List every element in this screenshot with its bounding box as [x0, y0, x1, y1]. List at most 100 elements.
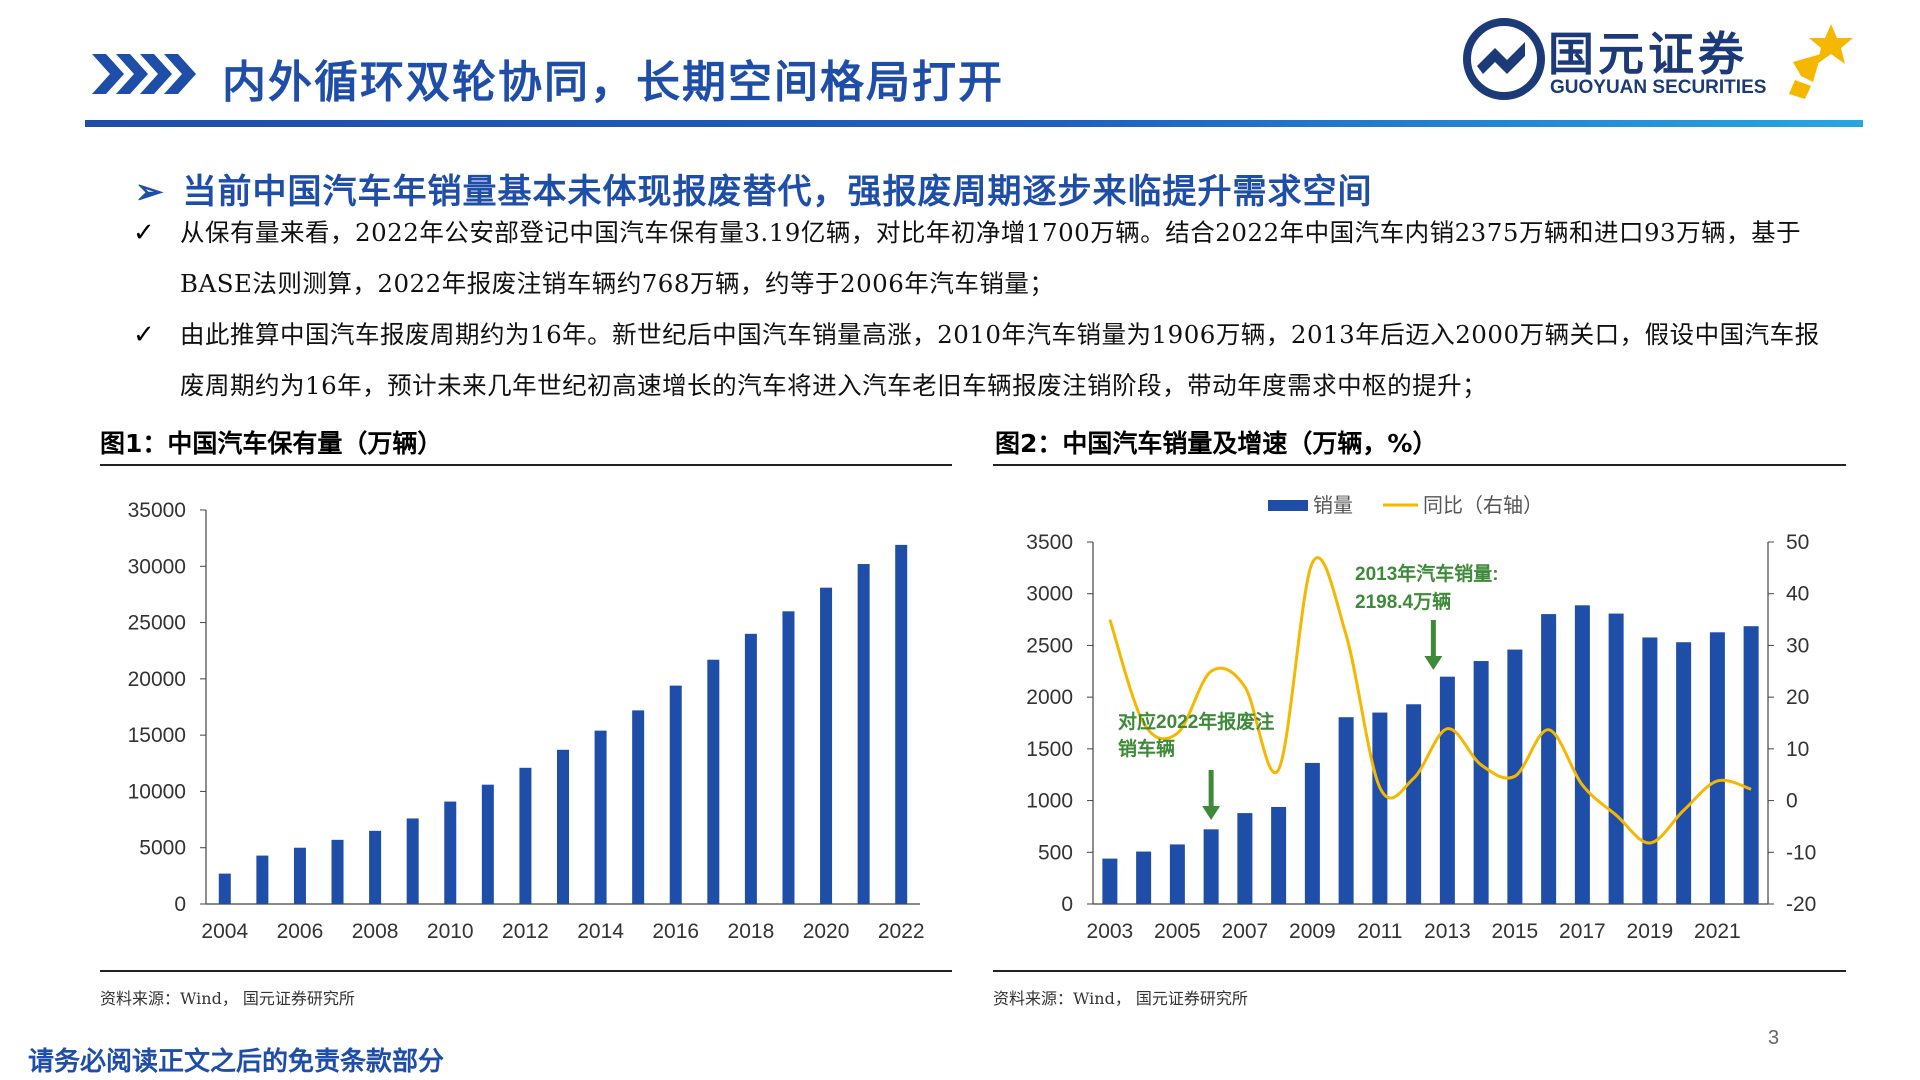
section-heading-text: 当前中国汽车年销量基本未体现报废替代，强报废周期逐步来临提升需求空间	[182, 172, 1373, 212]
x-tick-label: 2021	[1694, 920, 1741, 943]
y-tick-label: 0	[174, 893, 186, 916]
annotation-2-line-1: 2013年汽车销量:	[1355, 562, 1499, 585]
bar-2009	[1304, 762, 1320, 904]
bar-2015	[632, 710, 645, 904]
bar-2009	[406, 818, 419, 904]
y-left-tick-label: 3500	[1026, 531, 1073, 554]
bar-2008	[1271, 806, 1287, 904]
figure-1-top-rule	[100, 464, 952, 466]
chart-car-sales-growth: 销量 同比（右轴）0500100015002000250030003500-20-…	[1026, 494, 1816, 943]
bar-2008	[369, 830, 382, 904]
x-tick-label: 2014	[577, 920, 624, 943]
annotation-arrow-head	[1202, 806, 1221, 820]
bar-2012	[1406, 704, 1422, 904]
y-left-tick-label: 1000	[1026, 790, 1073, 813]
bar-2018	[1608, 613, 1624, 904]
page-number: 3	[1768, 1027, 1780, 1049]
x-tick-label: 2007	[1222, 920, 1269, 943]
annotation-1-line-2: 销车辆	[1118, 737, 1175, 760]
x-tick-label: 2022	[878, 920, 925, 943]
figure-2-bottom-rule	[993, 970, 1846, 972]
y-tick-label: 35000	[128, 499, 186, 522]
bar-2016	[669, 685, 682, 904]
figure-2-top-rule	[993, 464, 1846, 466]
x-tick-label: 2012	[502, 920, 549, 943]
x-tick-label: 2005	[1154, 920, 1201, 943]
bullet-paragraph-1: 从保有量来看，2022年公安部登记中国汽车保有量3.19亿辆，对比年初净增170…	[180, 218, 1802, 298]
figure-1-source: 资料来源：Wind， 国元证券研究所	[100, 989, 355, 1008]
bar-2013	[1439, 676, 1455, 904]
y-left-tick-label: 500	[1038, 841, 1073, 864]
y-right-tick-label: 30	[1786, 634, 1809, 657]
bar-2014	[1473, 661, 1489, 904]
y-tick-label: 25000	[128, 612, 186, 635]
bar-2020	[820, 587, 833, 904]
y-right-tick-label: 10	[1786, 738, 1809, 761]
bar-2005	[1169, 844, 1185, 904]
legend-line-label: 同比（右轴）	[1423, 494, 1543, 517]
x-tick-label: 2015	[1492, 920, 1539, 943]
bar-2004	[1136, 851, 1152, 904]
bar-2010	[444, 801, 457, 904]
bar-2007	[1237, 813, 1253, 904]
bar-2005	[256, 855, 269, 904]
y-left-tick-label: 0	[1061, 893, 1073, 916]
annotation-1-line-1: 对应2022年报废注	[1118, 710, 1274, 733]
figure-1-bottom-rule	[100, 970, 952, 972]
bar-2021	[857, 564, 870, 904]
x-tick-label: 2006	[277, 920, 324, 943]
x-tick-label: 2018	[728, 920, 775, 943]
x-tick-label: 2003	[1087, 920, 1134, 943]
header-chevrons-icon	[92, 54, 196, 94]
legend-bar-swatch	[1268, 500, 1308, 511]
y-left-tick-label: 1500	[1026, 738, 1073, 761]
bar-2017	[1574, 605, 1590, 904]
figure-2-source: 资料来源：Wind， 国元证券研究所	[993, 989, 1248, 1008]
y-right-tick-label: -20	[1786, 893, 1816, 916]
disclaimer-text: 请务必阅读正文之后的免责条款部分	[28, 1047, 445, 1077]
x-tick-label: 2008	[352, 920, 399, 943]
chart-car-ownership: 0 5000 10000 15000 20000 25000 30000 35000 2004 2…	[128, 499, 925, 943]
bar-2017	[707, 659, 720, 904]
y-tick-label: 30000	[128, 555, 186, 578]
x-tick-label: 2011	[1357, 920, 1402, 943]
bar-2003	[1102, 858, 1118, 904]
figure-1-title: 图1：中国汽车保有量（万辆）	[100, 429, 443, 458]
annotation-arrow-head	[1424, 656, 1443, 670]
y-right-tick-label: 40	[1786, 583, 1809, 606]
x-tick-label: 2004	[201, 920, 248, 943]
logo-star-icon	[1789, 24, 1853, 99]
guoyuan-logo-icon	[1463, 18, 1545, 100]
header-divider	[85, 120, 1863, 127]
bar-2014	[594, 730, 607, 904]
x-tick-label: 2013	[1424, 920, 1471, 943]
bar-2013	[557, 749, 569, 904]
y-right-tick-label: 50	[1786, 531, 1809, 554]
y-right-tick-label: 0	[1786, 790, 1798, 813]
logo-chinese-name: 国元证券	[1548, 27, 1748, 81]
bar-2006	[293, 847, 306, 904]
growth-line	[1108, 556, 1752, 845]
bar-2012	[519, 767, 532, 904]
arrow-bullet-icon: ➢	[135, 172, 165, 212]
bar-2019	[782, 611, 795, 904]
legend-bar-label: 销量	[1313, 494, 1353, 517]
y-right-tick-label: 20	[1786, 686, 1809, 709]
y-left-tick-label: 2000	[1026, 686, 1073, 709]
x-tick-label: 2020	[803, 920, 850, 943]
x-tick-label: 2010	[427, 920, 474, 943]
y-tick-label: 10000	[128, 780, 186, 803]
bar-2010	[1338, 717, 1354, 904]
check-icon: ✓	[133, 218, 155, 248]
y-tick-label: 5000	[139, 837, 186, 860]
logo-english-name: GUOYUAN SECURITIES	[1550, 77, 1767, 98]
y-tick-label: 15000	[128, 724, 186, 747]
bar-2020	[1676, 642, 1692, 904]
y-left-tick-label: 2500	[1026, 634, 1073, 657]
annotation-2-line-2: 2198.4万辆	[1355, 590, 1451, 613]
bar-2022	[1743, 626, 1759, 904]
y-right-tick-label: -10	[1786, 841, 1816, 864]
bar-2011	[481, 784, 494, 904]
bar-2011	[1372, 712, 1388, 904]
bar-2006	[1203, 829, 1219, 904]
